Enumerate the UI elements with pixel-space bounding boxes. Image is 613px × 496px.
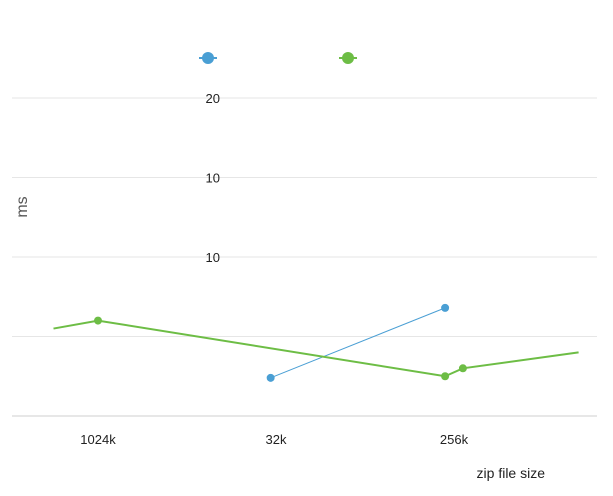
data-point (441, 303, 450, 312)
grid (12, 97, 597, 417)
legend (199, 52, 357, 64)
x-axis-title: zip file size (477, 465, 546, 481)
y-axis-title: ms (14, 196, 31, 217)
data-point (94, 316, 102, 325)
y-tick-label: 20 (206, 91, 220, 106)
data-point (266, 373, 275, 382)
series-line (53, 319, 579, 378)
series-group (53, 303, 579, 382)
legend-marker (202, 52, 214, 64)
x-tick-label: 256k (440, 432, 469, 447)
legend-marker (342, 52, 354, 64)
data-point (458, 364, 467, 373)
x-tick-label: 1024k (80, 432, 116, 447)
x-tick-label: 32k (266, 432, 287, 447)
labels: 10 10 20 1024k 32k 256k ms zip file size (14, 91, 545, 481)
y-tick-label: 10 (206, 250, 220, 265)
series-line (270, 307, 446, 379)
data-point (441, 372, 450, 381)
y-tick-label: 10 (206, 171, 220, 186)
